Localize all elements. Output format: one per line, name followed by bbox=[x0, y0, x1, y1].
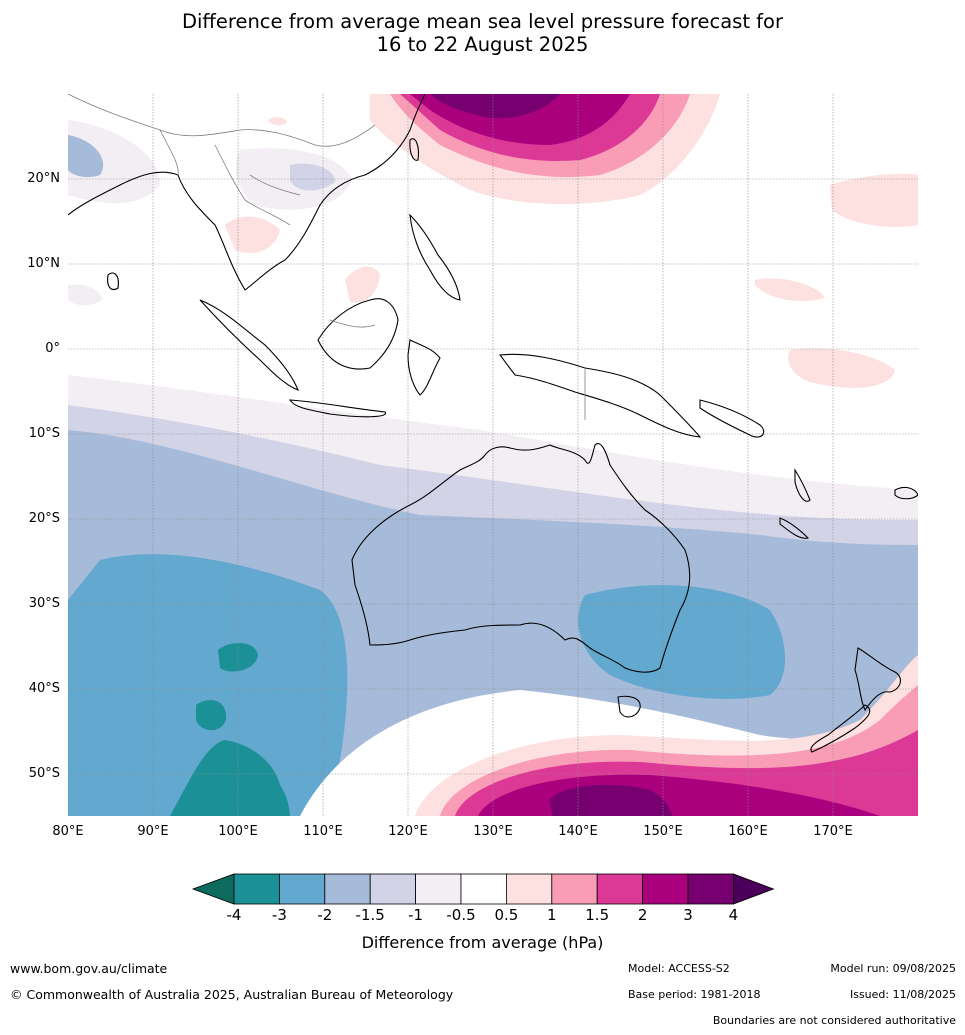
java-coastline bbox=[288, 399, 386, 418]
patch-plus-borneo bbox=[345, 266, 380, 303]
patch-minus-bay bbox=[68, 284, 102, 306]
boundaries-disclaimer: Boundaries are not considered authoritat… bbox=[712, 1014, 956, 1027]
colorbar-swatch bbox=[551, 873, 598, 905]
sulawesi-coastline bbox=[407, 339, 441, 396]
colorbar-tick-label: -1.5 bbox=[355, 906, 385, 924]
band-plus-3-north bbox=[430, 94, 560, 119]
tasmania-coastline bbox=[617, 695, 641, 718]
colorbar-tick-label: -0.5 bbox=[446, 906, 476, 924]
nz-north-coastline bbox=[854, 647, 901, 712]
band-minus-3-b bbox=[218, 643, 258, 672]
vanuatu-coastline bbox=[794, 468, 811, 502]
colorbar-swatch bbox=[596, 873, 644, 905]
philippines-coastline bbox=[409, 213, 461, 301]
colorbar-tick-label: -2 bbox=[317, 906, 333, 924]
colorbar-tick-label: 3 bbox=[683, 906, 693, 924]
fiji-coastline bbox=[894, 486, 918, 500]
lon-label-130e: 130°E bbox=[473, 824, 513, 839]
colorbar-swatch bbox=[687, 873, 734, 905]
colorbar-swatch bbox=[642, 873, 689, 905]
new-caledonia-coastline bbox=[779, 517, 810, 539]
patch-plus-central bbox=[788, 348, 895, 388]
colorbar-tick-label: 1.5 bbox=[585, 906, 610, 924]
lat-label-20s: 20°S bbox=[28, 511, 60, 526]
colorbar-swatch bbox=[233, 873, 280, 905]
lon-label-150e: 150°E bbox=[643, 824, 683, 839]
asia-mainland-coastline bbox=[68, 94, 426, 291]
colorbar-swatch bbox=[460, 873, 507, 905]
lat-label-50s: 50°S bbox=[28, 766, 60, 781]
colorbar-swatch bbox=[369, 873, 417, 905]
band-plus-3-south bbox=[550, 784, 672, 816]
sri-lanka-coastline bbox=[107, 272, 119, 291]
patch-plus-east bbox=[830, 173, 918, 227]
lat-label-20n: 20°N bbox=[27, 171, 60, 186]
new-guinea-coastline bbox=[498, 353, 702, 438]
lon-label-110e: 110°E bbox=[303, 824, 343, 839]
anomaly-fields bbox=[68, 94, 918, 816]
copyright-text: © Commonwealth of Australia 2025, Austra… bbox=[10, 987, 454, 1002]
colorbar-swatch bbox=[415, 873, 462, 905]
lat-label-10n: 10°N bbox=[27, 256, 60, 271]
colorbar-extend-high bbox=[733, 873, 775, 905]
lon-label-140e: 140°E bbox=[558, 824, 598, 839]
lat-label-40s: 40°S bbox=[28, 681, 60, 696]
colorbar-swatches bbox=[191, 873, 775, 905]
colorbar-swatch bbox=[324, 873, 371, 905]
taiwan-coastline bbox=[409, 138, 419, 161]
model-run: Model run: 09/08/2025 bbox=[830, 962, 956, 975]
colorbar-tick-label: -4 bbox=[226, 906, 242, 924]
patch-plus-indochina bbox=[225, 216, 280, 254]
graticule bbox=[68, 94, 918, 816]
patch-minus-india bbox=[68, 120, 160, 204]
lon-label-120e: 120°E bbox=[388, 824, 428, 839]
patch-minus-india-2 bbox=[68, 135, 104, 178]
sumatra-coastline bbox=[199, 299, 299, 391]
chart-title: Difference from average mean sea level p… bbox=[0, 10, 965, 56]
country-borders bbox=[68, 94, 586, 420]
lon-label-160e: 160°E bbox=[728, 824, 768, 839]
colorbar-tick-label: 0.5 bbox=[494, 906, 519, 924]
patch-plus-tiny bbox=[268, 117, 287, 126]
patch-plus-nw bbox=[755, 278, 825, 302]
model-name: Model: ACCESS-S2 bbox=[628, 962, 730, 975]
issued-date: Issued: 11/08/2025 bbox=[849, 988, 956, 1001]
lon-label-170e: 170°E bbox=[813, 824, 853, 839]
colorbar-tick-label: 2 bbox=[637, 906, 648, 924]
nz-south-coastline bbox=[810, 704, 871, 753]
lat-label-30s: 30°S bbox=[28, 596, 60, 611]
band-minus-2-east bbox=[578, 585, 785, 699]
website-link[interactable]: www.bom.gov.au/climate bbox=[10, 961, 168, 976]
lon-label-90e: 90°E bbox=[137, 824, 169, 839]
band-minus-3-c bbox=[196, 700, 227, 731]
lon-label-100e: 100°E bbox=[218, 824, 258, 839]
colorbar-tick-label: 4 bbox=[728, 906, 739, 924]
base-period: Base period: 1981-2018 bbox=[628, 988, 761, 1001]
band-minus-2-west bbox=[68, 554, 348, 816]
colorbar-tick-label: -3 bbox=[271, 906, 287, 924]
colorbar-tick-label: 1 bbox=[547, 906, 557, 924]
lat-label-0: 0° bbox=[45, 341, 60, 356]
coastlines bbox=[68, 94, 918, 753]
colorbar-swatch bbox=[505, 873, 553, 905]
patch-minus-china-2 bbox=[290, 163, 335, 191]
colorbar-extend-low bbox=[191, 873, 235, 905]
band-minus-3 bbox=[170, 740, 290, 816]
solomons-coastline bbox=[699, 399, 765, 438]
title-line-1: Difference from average mean sea level p… bbox=[182, 10, 783, 33]
title-line-2: 16 to 22 August 2025 bbox=[376, 33, 589, 56]
lon-label-80e: 80°E bbox=[52, 824, 84, 839]
colorbar-swatch bbox=[278, 873, 326, 905]
australia-coastline bbox=[351, 443, 691, 673]
colorbar-title: Difference from average (hPa) bbox=[361, 933, 604, 952]
lat-label-10s: 10°S bbox=[28, 426, 60, 441]
colorbar-tick-label: -1 bbox=[408, 906, 424, 924]
borneo-coastline bbox=[317, 298, 399, 370]
